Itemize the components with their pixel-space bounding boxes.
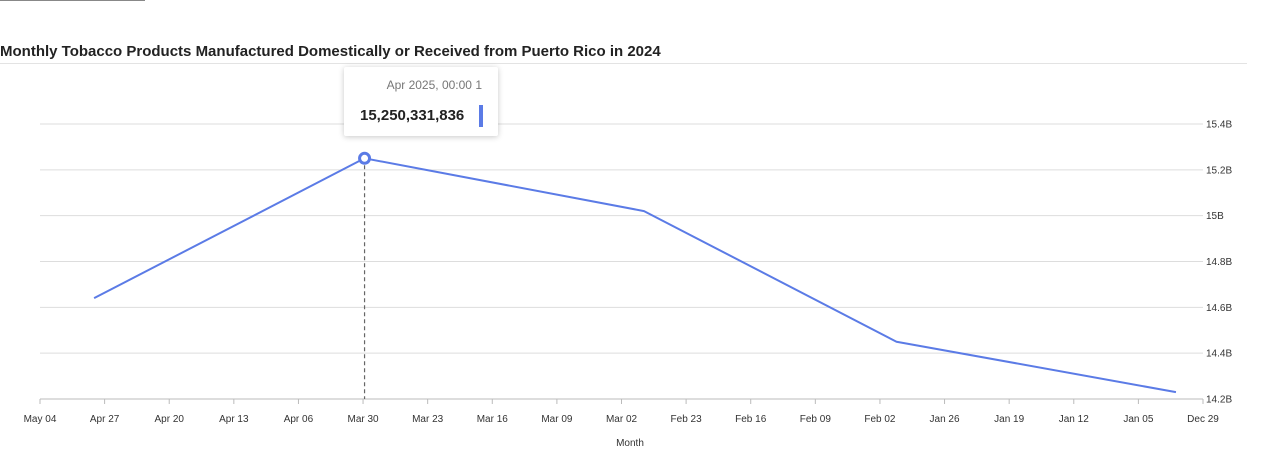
x-tick-label: Feb 02 xyxy=(864,414,896,425)
x-tick-label: Jan 26 xyxy=(930,414,960,425)
series-line[interactable] xyxy=(94,158,1176,392)
x-tick-label: Mar 16 xyxy=(477,414,509,425)
x-axis-title: Month xyxy=(616,438,644,449)
y-tick-label: 15B xyxy=(1206,211,1224,222)
y-tick-label: 15.4B xyxy=(1206,120,1232,131)
series-group xyxy=(94,153,1176,399)
x-axis: May 04 Apr 27 Apr 20 Apr 13 Apr 06 Mar 30 Mar … xyxy=(24,399,1220,425)
x-tick-label: Apr 13 xyxy=(219,414,249,425)
tooltip-series-swatch xyxy=(479,105,483,127)
y-axis: 14.2B 14.4B 14.6B 14.8B 15B 15.2B 15.4B xyxy=(1206,120,1232,406)
x-tick-label: Feb 23 xyxy=(671,414,703,425)
tooltip: Apr 2025, 00:00 1 15,250,331,836 xyxy=(344,67,498,136)
x-tick-label: Feb 09 xyxy=(800,414,832,425)
x-tick-label: Apr 20 xyxy=(154,414,184,425)
x-tick-label: May 04 xyxy=(24,414,57,425)
x-tick-label: Feb 16 xyxy=(735,414,767,425)
y-tick-label: 14.2B xyxy=(1206,395,1232,406)
y-tick-label: 14.6B xyxy=(1206,303,1232,314)
x-tick-label: Mar 30 xyxy=(347,414,379,425)
tooltip-date: Apr 2025, 00:00 1 xyxy=(387,78,482,92)
gridlines xyxy=(40,124,1203,399)
x-tick-label: Mar 02 xyxy=(606,414,638,425)
x-tick-label: Jan 12 xyxy=(1059,414,1089,425)
tooltip-value: 15,250,331,836 xyxy=(360,107,464,124)
x-tick-label: Jan 05 xyxy=(1123,414,1153,425)
x-tick-label: Mar 23 xyxy=(412,414,444,425)
x-tick-label: Apr 27 xyxy=(90,414,120,425)
x-tick-label: Dec 29 xyxy=(1187,414,1219,425)
x-tick-label: Mar 09 xyxy=(541,414,573,425)
x-tick-label: Apr 06 xyxy=(284,414,314,425)
y-tick-label: 14.4B xyxy=(1206,349,1232,360)
y-tick-label: 14.8B xyxy=(1206,257,1232,268)
y-tick-label: 15.2B xyxy=(1206,165,1232,176)
x-tick-label: Jan 19 xyxy=(994,414,1024,425)
active-data-point[interactable] xyxy=(360,153,370,163)
